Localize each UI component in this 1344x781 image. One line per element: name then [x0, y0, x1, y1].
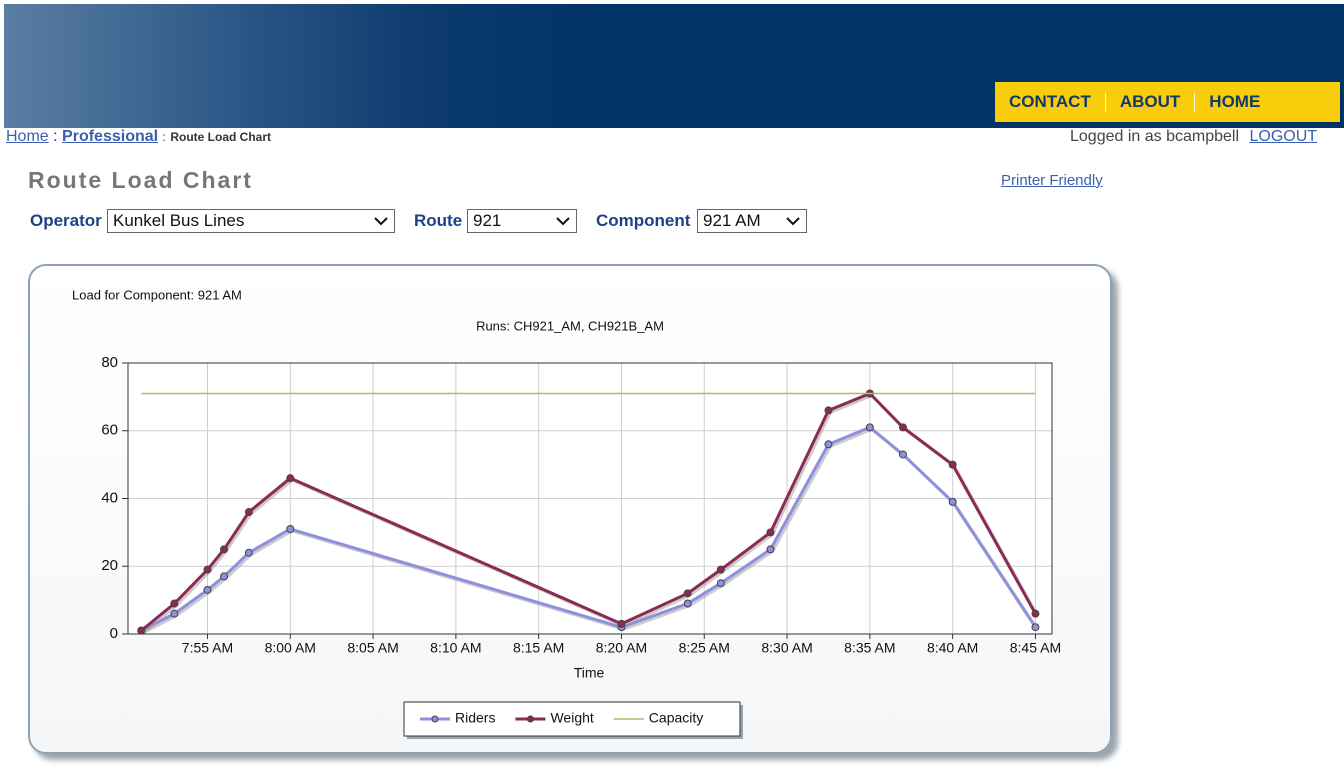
data-point — [949, 498, 956, 505]
data-point — [245, 549, 252, 556]
data-point — [825, 407, 832, 414]
chevron — [556, 216, 570, 226]
x-tick-label: 8:05 AM — [347, 640, 398, 656]
user-status: Logged in as bcampbell LOGOUT — [1070, 128, 1317, 146]
select-value: Kunkel Bus Lines — [113, 211, 244, 230]
data-point — [717, 566, 724, 573]
x-tick-label: 8:15 AM — [513, 640, 564, 656]
data-point — [171, 600, 178, 607]
breadcrumb: Home : Professional : Route Load Chart — [6, 128, 271, 146]
filter-label: Route — [414, 211, 462, 231]
x-tick-label: 8:10 AM — [430, 640, 481, 656]
breadcrumb-separator: : — [53, 128, 57, 145]
nav-link[interactable]: ABOUT — [1106, 92, 1195, 112]
printer-link[interactable]: Printer Friendly — [1001, 172, 1103, 189]
data-point — [171, 610, 178, 617]
chart-title: Load for Component: 921 AM — [72, 287, 242, 302]
legend-marker — [432, 716, 438, 722]
y-tick-label: 20 — [101, 557, 118, 574]
data-point — [138, 627, 145, 634]
breadcrumb-link[interactable]: Professional — [62, 128, 158, 145]
nav-link[interactable]: HOME — [1195, 92, 1274, 112]
data-point — [245, 509, 252, 516]
legend-label: Riders — [455, 710, 495, 726]
data-point — [949, 461, 956, 468]
logout-link[interactable]: LOGOUT — [1249, 128, 1317, 145]
data-point — [825, 441, 832, 448]
data-point — [717, 580, 724, 587]
chevron — [786, 216, 800, 226]
breadcrumb-current: Route Load Chart — [170, 130, 271, 144]
y-tick-label: 60 — [101, 422, 118, 439]
chevron — [374, 216, 388, 226]
legend-label: Weight — [550, 710, 593, 726]
x-tick-label: 8:20 AM — [596, 640, 647, 656]
x-tick-label: 7:55 AM — [182, 640, 233, 656]
data-point — [287, 475, 294, 482]
route-select[interactable]: 921 — [467, 209, 577, 233]
data-point — [204, 566, 211, 573]
data-point — [1032, 624, 1039, 631]
select-value: 921 — [473, 211, 501, 230]
data-point — [221, 546, 228, 553]
y-tick-label: 0 — [110, 625, 118, 642]
x-tick-label: 8:40 AM — [927, 640, 978, 656]
nav-link[interactable]: CONTACT — [995, 92, 1106, 112]
data-point — [618, 620, 625, 627]
x-tick-label: 8:00 AM — [265, 640, 316, 656]
user-text: Logged in as bcampbell — [1070, 128, 1239, 145]
x-tick-label: 8:25 AM — [679, 640, 730, 656]
data-point — [684, 590, 691, 597]
data-point — [899, 451, 906, 458]
data-point — [1032, 610, 1039, 617]
data-point — [287, 525, 294, 532]
data-point — [684, 600, 691, 607]
chart-subtitle: Runs: CH921_AM, CH921B_AM — [476, 318, 664, 333]
data-point — [767, 529, 774, 536]
x-tick-label: 8:30 AM — [761, 640, 812, 656]
page: CONTACT ABOUT HOME Home : Professional :… — [0, 0, 1344, 781]
select-value: 921 AM — [703, 211, 761, 230]
data-point — [899, 424, 906, 431]
legend-marker — [527, 716, 533, 722]
x-axis-label: Time — [574, 665, 605, 681]
x-tick-label: 8:35 AM — [844, 640, 895, 656]
operator-select[interactable]: Kunkel Bus Lines — [107, 209, 395, 233]
page-title: Route Load Chart — [28, 167, 253, 194]
data-point — [767, 546, 774, 553]
data-point — [866, 424, 873, 431]
y-tick-label: 80 — [101, 354, 118, 371]
filter-label: Component — [596, 211, 690, 231]
data-point — [204, 586, 211, 593]
breadcrumb-separator: : — [163, 130, 166, 144]
legend-label: Capacity — [649, 710, 703, 726]
nav-bar: CONTACT ABOUT HOME — [995, 82, 1340, 122]
y-tick-label: 40 — [101, 489, 118, 506]
x-tick-label: 8:45 AM — [1010, 640, 1061, 656]
filter-label: Operator — [30, 211, 102, 231]
breadcrumb-link[interactable]: Home — [6, 128, 49, 145]
chart: Load for Component: 921 AM Runs: CH921_A… — [28, 264, 1118, 760]
data-point — [221, 573, 228, 580]
component-select[interactable]: 921 AM — [697, 209, 807, 233]
